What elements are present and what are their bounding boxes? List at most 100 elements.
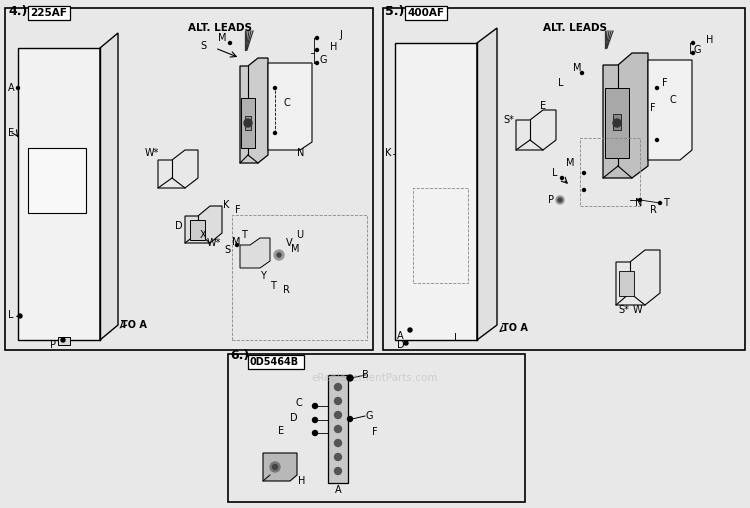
- Bar: [383, 8, 745, 350]
- Text: eReplacementParts.com: eReplacementParts.com: [312, 373, 438, 383]
- Circle shape: [656, 139, 658, 142]
- Text: A: A: [335, 485, 341, 495]
- Text: W*: W*: [207, 238, 221, 248]
- Text: N: N: [635, 198, 642, 208]
- Circle shape: [334, 384, 341, 391]
- Circle shape: [347, 417, 352, 422]
- Text: T: T: [270, 281, 276, 291]
- Bar: [28, 148, 86, 213]
- Text: F: F: [662, 78, 668, 88]
- Text: V: V: [286, 238, 292, 248]
- Circle shape: [277, 253, 281, 257]
- Polygon shape: [516, 110, 556, 150]
- Text: H: H: [706, 35, 713, 45]
- Circle shape: [272, 464, 278, 469]
- Bar: [232, 215, 367, 340]
- Bar: [613, 114, 621, 130]
- Circle shape: [613, 119, 621, 127]
- Polygon shape: [100, 33, 118, 340]
- Text: Y: Y: [260, 271, 266, 281]
- Bar: [28, 6, 70, 20]
- Circle shape: [583, 172, 586, 175]
- Bar: [248, 355, 304, 369]
- Text: N: N: [297, 148, 304, 158]
- Polygon shape: [268, 63, 312, 150]
- Circle shape: [270, 462, 280, 472]
- Text: M: M: [232, 237, 241, 247]
- Polygon shape: [158, 150, 198, 188]
- Circle shape: [61, 338, 65, 342]
- Circle shape: [274, 250, 284, 260]
- Text: A: A: [8, 83, 15, 93]
- Polygon shape: [616, 250, 660, 305]
- Text: ALT. LEADS: ALT. LEADS: [188, 23, 252, 33]
- Circle shape: [656, 86, 658, 89]
- Circle shape: [274, 132, 277, 135]
- Text: S: S: [200, 41, 206, 51]
- Text: J: J: [339, 30, 342, 40]
- Circle shape: [556, 196, 564, 204]
- Polygon shape: [18, 48, 100, 340]
- Text: H: H: [298, 476, 305, 486]
- Bar: [5, 8, 373, 350]
- Text: K: K: [385, 148, 392, 158]
- Circle shape: [638, 199, 641, 202]
- Circle shape: [244, 119, 252, 127]
- Polygon shape: [648, 60, 692, 160]
- Circle shape: [316, 48, 319, 51]
- Text: W*: W*: [145, 148, 159, 158]
- Bar: [245, 116, 251, 130]
- Circle shape: [229, 42, 232, 45]
- Circle shape: [334, 426, 341, 432]
- Text: C: C: [283, 98, 290, 108]
- Circle shape: [408, 328, 412, 332]
- Polygon shape: [240, 238, 270, 268]
- Text: G: G: [366, 411, 374, 421]
- Text: L: L: [552, 168, 557, 178]
- Polygon shape: [263, 453, 297, 481]
- Text: E: E: [8, 128, 14, 138]
- Text: E: E: [540, 101, 546, 111]
- Text: F: F: [650, 103, 656, 113]
- Bar: [605, 88, 629, 158]
- Bar: [580, 138, 640, 206]
- Bar: [58, 337, 70, 345]
- Text: S*: S*: [618, 305, 628, 315]
- Bar: [328, 375, 348, 483]
- Circle shape: [558, 198, 562, 202]
- Text: D: D: [175, 221, 183, 231]
- Text: T: T: [241, 230, 247, 240]
- Text: R: R: [650, 205, 657, 215]
- Circle shape: [274, 86, 277, 89]
- Text: X: X: [200, 230, 206, 240]
- Bar: [228, 354, 525, 502]
- Text: M: M: [291, 244, 299, 254]
- Text: A: A: [397, 331, 404, 341]
- Circle shape: [18, 314, 22, 318]
- Text: I: I: [454, 333, 457, 343]
- Text: ALT. LEADS: ALT. LEADS: [543, 23, 607, 33]
- Text: 4.): 4.): [8, 6, 27, 18]
- Circle shape: [16, 86, 20, 89]
- Circle shape: [560, 176, 563, 179]
- Circle shape: [334, 439, 341, 447]
- Circle shape: [313, 403, 317, 408]
- Polygon shape: [240, 58, 268, 163]
- Circle shape: [404, 341, 408, 345]
- Polygon shape: [603, 53, 648, 178]
- Text: 6.): 6.): [230, 350, 249, 363]
- Circle shape: [316, 61, 319, 65]
- Polygon shape: [395, 43, 477, 340]
- Text: C: C: [296, 398, 303, 408]
- Text: R: R: [283, 285, 290, 295]
- Text: C: C: [670, 95, 676, 105]
- Circle shape: [236, 243, 238, 246]
- Text: U: U: [296, 230, 303, 240]
- Text: F: F: [372, 427, 377, 437]
- Text: T: T: [663, 198, 669, 208]
- Circle shape: [692, 51, 694, 54]
- Text: 225AF: 225AF: [30, 8, 67, 18]
- Text: G: G: [694, 45, 701, 55]
- Bar: [190, 220, 205, 240]
- Text: G: G: [320, 55, 328, 65]
